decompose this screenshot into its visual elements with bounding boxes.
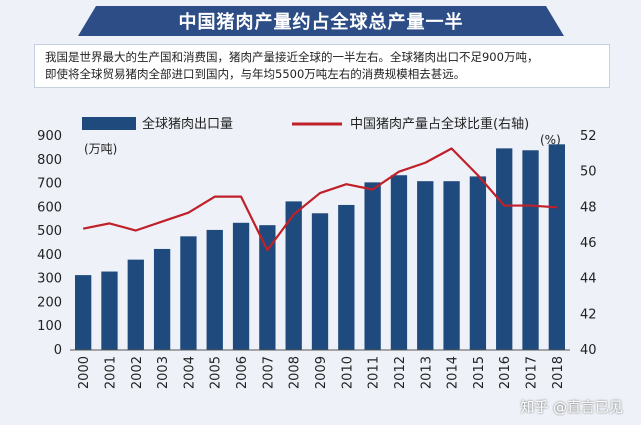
bar (127, 259, 144, 350)
chart-title: 中国猪肉产量约占全球总产量一半 (178, 12, 464, 33)
bar (548, 144, 565, 350)
x-tick-label: 2007 (261, 356, 276, 389)
legend-line-label: 中国猪肉产量占全球比重(右轴) (350, 116, 529, 132)
x-tick-label: 2009 (314, 356, 329, 389)
bar (443, 181, 460, 350)
legend-bar-swatch (82, 117, 136, 130)
y-tick-label: 300 (37, 272, 62, 287)
bar (101, 271, 118, 350)
x-tick-label: 2001 (103, 356, 118, 389)
x-tick-label: 2018 (551, 356, 566, 389)
x-tick-label: 2006 (235, 356, 250, 389)
bar (364, 182, 381, 350)
bar (285, 201, 302, 350)
x-tick-label: 2003 (156, 356, 171, 389)
y-tick-label: 800 (37, 153, 62, 168)
y2-tick-label: 50 (580, 165, 597, 180)
legend-bar-label: 全球猪肉出口量 (142, 116, 233, 132)
y-axis-unit-label: (万吨) (84, 142, 117, 156)
y2-tick-label: 44 (580, 272, 597, 287)
y-tick-label: 900 (37, 129, 62, 144)
y-tick-label: 0 (54, 343, 62, 358)
x-tick-label: 2017 (525, 356, 540, 389)
x-tick-label: 2010 (340, 356, 355, 389)
y-tick-label: 200 (37, 295, 62, 310)
bar (206, 229, 223, 350)
x-tick-label: 2005 (209, 356, 224, 389)
y-tick-label: 700 (37, 177, 62, 192)
y-tick-label: 400 (37, 248, 62, 263)
y2-tick-label: 48 (580, 200, 597, 215)
x-tick-label: 2012 (393, 356, 408, 389)
bar (232, 222, 250, 350)
x-tick-label: 2002 (130, 356, 145, 389)
y-tick-label: 500 (37, 224, 62, 239)
y-tick-label: 600 (37, 200, 62, 215)
bar (417, 181, 434, 350)
description-line-2: 即使将全球贸易猪肉全部进口到国内，与年均5500万吨左右的消费规模相去甚远。 (45, 67, 466, 81)
y2-tick-label: 52 (580, 129, 597, 144)
x-tick-label: 2015 (472, 356, 487, 389)
x-tick-label: 2011 (367, 356, 382, 389)
y2-tick-label: 42 (580, 307, 597, 322)
x-tick-label: 2000 (77, 356, 92, 389)
bar (180, 236, 197, 350)
bar (522, 150, 539, 350)
x-tick-label: 2008 (288, 356, 303, 389)
bar (496, 148, 513, 350)
description-line-1: 我国是世界最大的生产国和消费国，猪肉产量接近全球的一半左右。全球猪肉出口不足90… (45, 50, 539, 64)
x-tick-label: 2013 (419, 356, 434, 389)
x-tick-label: 2016 (498, 356, 513, 389)
bar (469, 176, 487, 350)
chart-title-banner: 中国猪肉产量约占全球总产量一半 (78, 6, 564, 36)
bar (311, 213, 329, 350)
y2-tick-label: 40 (580, 343, 597, 358)
description-box: 我国是世界最大的生产国和消费国，猪肉产量接近全球的一半左右。全球猪肉出口不足90… (34, 44, 610, 88)
y-tick-label: 100 (37, 319, 62, 334)
y2-tick-label: 46 (580, 236, 597, 251)
watermark: 知乎 @直言已见 (520, 400, 623, 416)
x-tick-label: 2014 (446, 356, 461, 389)
bar (390, 175, 408, 350)
bar (259, 225, 276, 350)
bar (75, 275, 92, 350)
y2-axis-unit-label: (%) (540, 133, 561, 147)
x-tick-label: 2004 (182, 356, 197, 389)
bar (338, 204, 355, 350)
bar (153, 248, 171, 350)
